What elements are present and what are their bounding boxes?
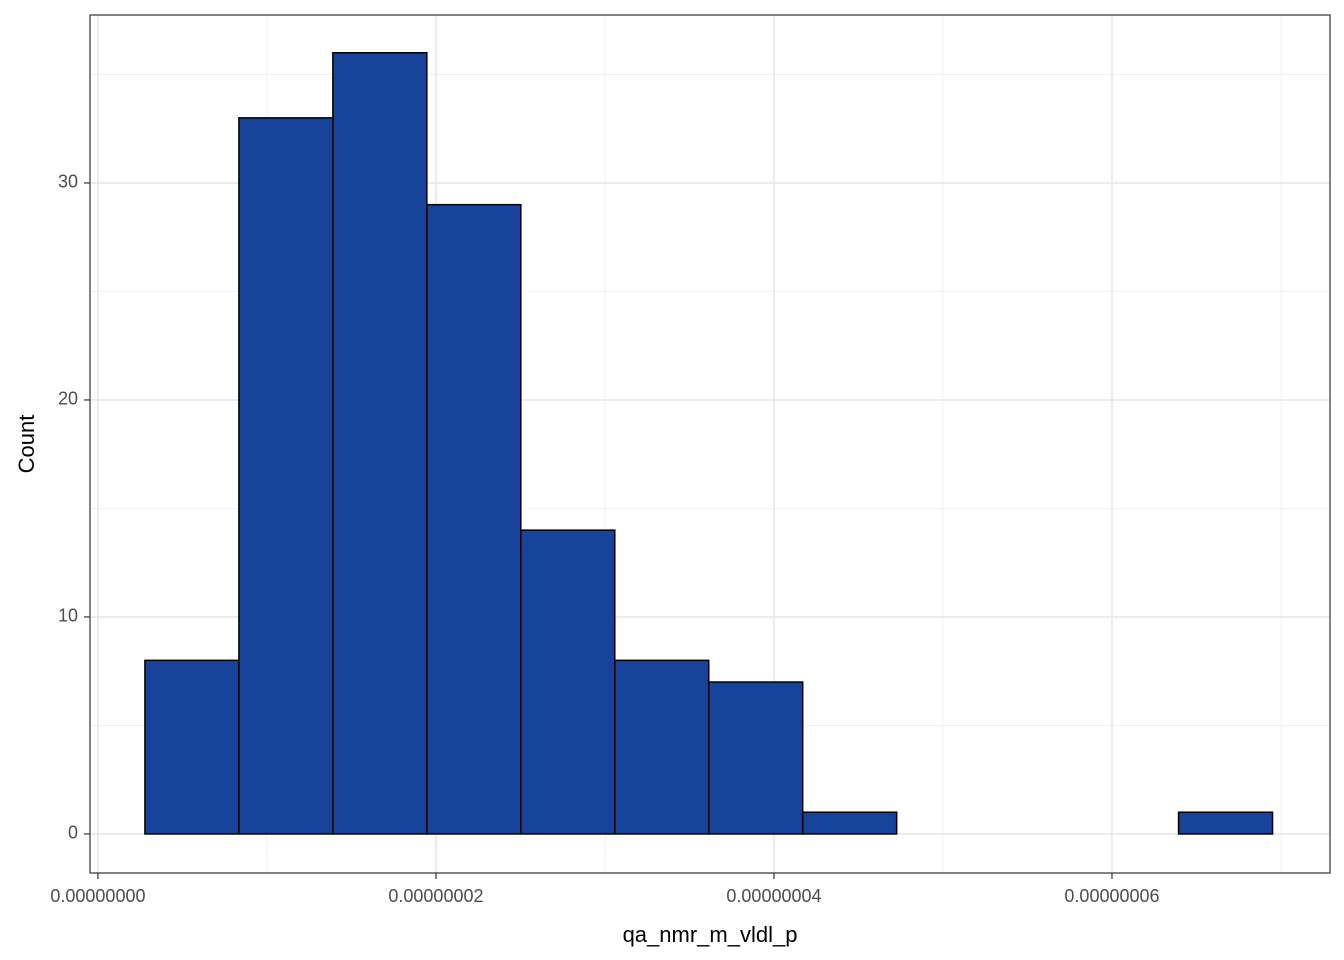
bar (144, 659, 240, 835)
y-axis-title: Count (14, 415, 39, 474)
bar (332, 52, 428, 835)
bar (707, 681, 804, 835)
bar (801, 811, 898, 835)
x-tick-label: 0.00000006 (1064, 886, 1159, 906)
panel-border (89, 14, 1331, 874)
bar (238, 117, 334, 835)
bar (426, 203, 522, 835)
bar (614, 659, 710, 835)
y-tick-label: 20 (58, 389, 78, 409)
bar (1177, 811, 1274, 835)
x-axis-title: qa_nmr_m_vldl_p (623, 922, 798, 947)
y-tick-label: 10 (58, 606, 78, 626)
bar (520, 529, 616, 835)
x-tick-label: 0.00000002 (388, 886, 483, 906)
x-tick-label: 0.00000004 (726, 886, 821, 906)
y-tick-label: 0 (68, 823, 78, 843)
y-tick-label: 30 (58, 172, 78, 192)
x-tick-label: 0.00000000 (50, 886, 145, 906)
